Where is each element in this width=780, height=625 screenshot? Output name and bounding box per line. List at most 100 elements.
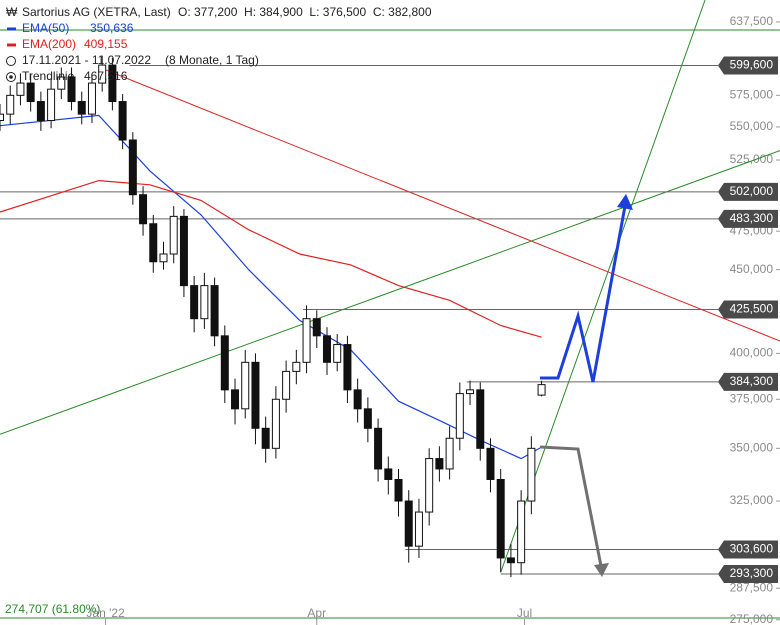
candle-body (527, 447, 536, 502)
candle-body (394, 478, 403, 502)
y-tick-label: 350,000 (730, 441, 774, 455)
candle-body (353, 389, 362, 410)
candle-body (108, 64, 117, 103)
candle-body (292, 361, 301, 372)
ema-line (0, 179, 542, 338)
candle-body (67, 76, 76, 103)
candle-body (404, 500, 413, 547)
candle-body (333, 344, 342, 363)
level-box (718, 56, 778, 75)
candle-body (261, 427, 270, 449)
candle-body (271, 398, 280, 449)
legend-label: EMA(200) (22, 37, 76, 51)
candle-body (87, 82, 96, 115)
y-tick-label: 575,000 (730, 88, 774, 102)
candle-body (384, 468, 393, 480)
y-tick-label: 637,500 (730, 14, 774, 28)
candle-body (16, 82, 25, 96)
arrow-head (617, 194, 633, 210)
y-tick-label: 400,000 (730, 346, 774, 360)
candle-body (26, 82, 35, 103)
forecast-up (540, 205, 627, 383)
candle-body (435, 458, 444, 470)
level-box (718, 565, 778, 583)
level-label: 425,500 (730, 302, 774, 316)
level-label: 599,600 (730, 58, 774, 72)
trend-label: Trendlinie (22, 69, 75, 83)
ohlc: O: 377,200 H: 384,900 L: 376,500 C: 382,… (178, 5, 432, 19)
level-box (718, 540, 778, 559)
level-label: 502,000 (730, 184, 774, 198)
y-tick-label: 287,500 (730, 580, 774, 594)
chart-title: Sartorius AG (XETRA, Last) (22, 5, 171, 19)
candle-body (47, 88, 56, 122)
candle-body (241, 361, 250, 410)
legend-value: 409,155 (84, 37, 128, 51)
candle-body (6, 94, 15, 115)
candle-body (302, 318, 311, 363)
candle-body (414, 511, 423, 547)
candle-body (149, 223, 158, 263)
candle-body (425, 458, 434, 513)
candle-body (118, 101, 127, 141)
candle-body (312, 318, 321, 337)
legend-value: 350,636 (90, 21, 134, 35)
candle-body (220, 335, 229, 391)
candle-body (128, 139, 137, 196)
x-tick-label: Jul (517, 606, 532, 620)
candle-body (486, 447, 495, 480)
candle-body (466, 389, 475, 395)
clock-icon (6, 56, 16, 66)
candle-body (455, 393, 464, 439)
y-tick-label: 450,000 (730, 262, 774, 276)
level-label: 293,300 (730, 566, 774, 580)
fib-label: 274,707 (61.80%) (5, 602, 100, 616)
candle-body (179, 215, 188, 287)
candle-body (496, 478, 505, 559)
level-label: 384,300 (730, 374, 774, 388)
candle-body (200, 285, 209, 320)
level-label: 303,600 (730, 542, 774, 556)
trendline (105, 69, 780, 342)
candle-body (517, 500, 526, 564)
candle-body (190, 285, 199, 320)
candle-body (0, 113, 4, 122)
icon: ₩ (6, 5, 18, 19)
candle-body (159, 253, 168, 263)
x-tick-label: Jan '22 (86, 606, 125, 620)
candle-body (374, 427, 383, 470)
forecast-down (539, 445, 603, 567)
y-tick-label: 375,000 (730, 391, 774, 405)
candle-body (363, 408, 372, 429)
target-icon (6, 72, 16, 82)
x-tick-label: Apr (307, 606, 326, 620)
candle-body (36, 101, 45, 122)
level-label: 483,300 (730, 211, 774, 225)
target-icon (9, 75, 13, 79)
ema-line (0, 114, 542, 460)
level-box (718, 182, 778, 201)
candle-body (210, 285, 219, 337)
trend-value: 467,516 (84, 69, 128, 83)
y-tick-label: 275,000 (730, 612, 774, 625)
candle-body (57, 76, 66, 90)
y-tick-label: 525,000 (730, 152, 774, 166)
arrow-head (594, 563, 609, 577)
level-box (718, 372, 778, 391)
y-tick-label: 325,000 (730, 493, 774, 507)
y-tick-label: 550,000 (730, 119, 774, 133)
candle-body (169, 215, 178, 255)
candle-body (445, 437, 454, 470)
candle-body (98, 64, 107, 84)
trendline (0, 150, 780, 435)
legend-label: EMA(50) (22, 21, 69, 35)
candle-body (343, 344, 352, 391)
candle-body (77, 101, 86, 115)
candle-body (139, 194, 148, 225)
candle-body (537, 384, 546, 396)
header: ₩ Sartorius AG (XETRA, Last) O: 377,200 … (6, 5, 432, 83)
candle-body (231, 389, 240, 410)
level-box (718, 209, 778, 228)
